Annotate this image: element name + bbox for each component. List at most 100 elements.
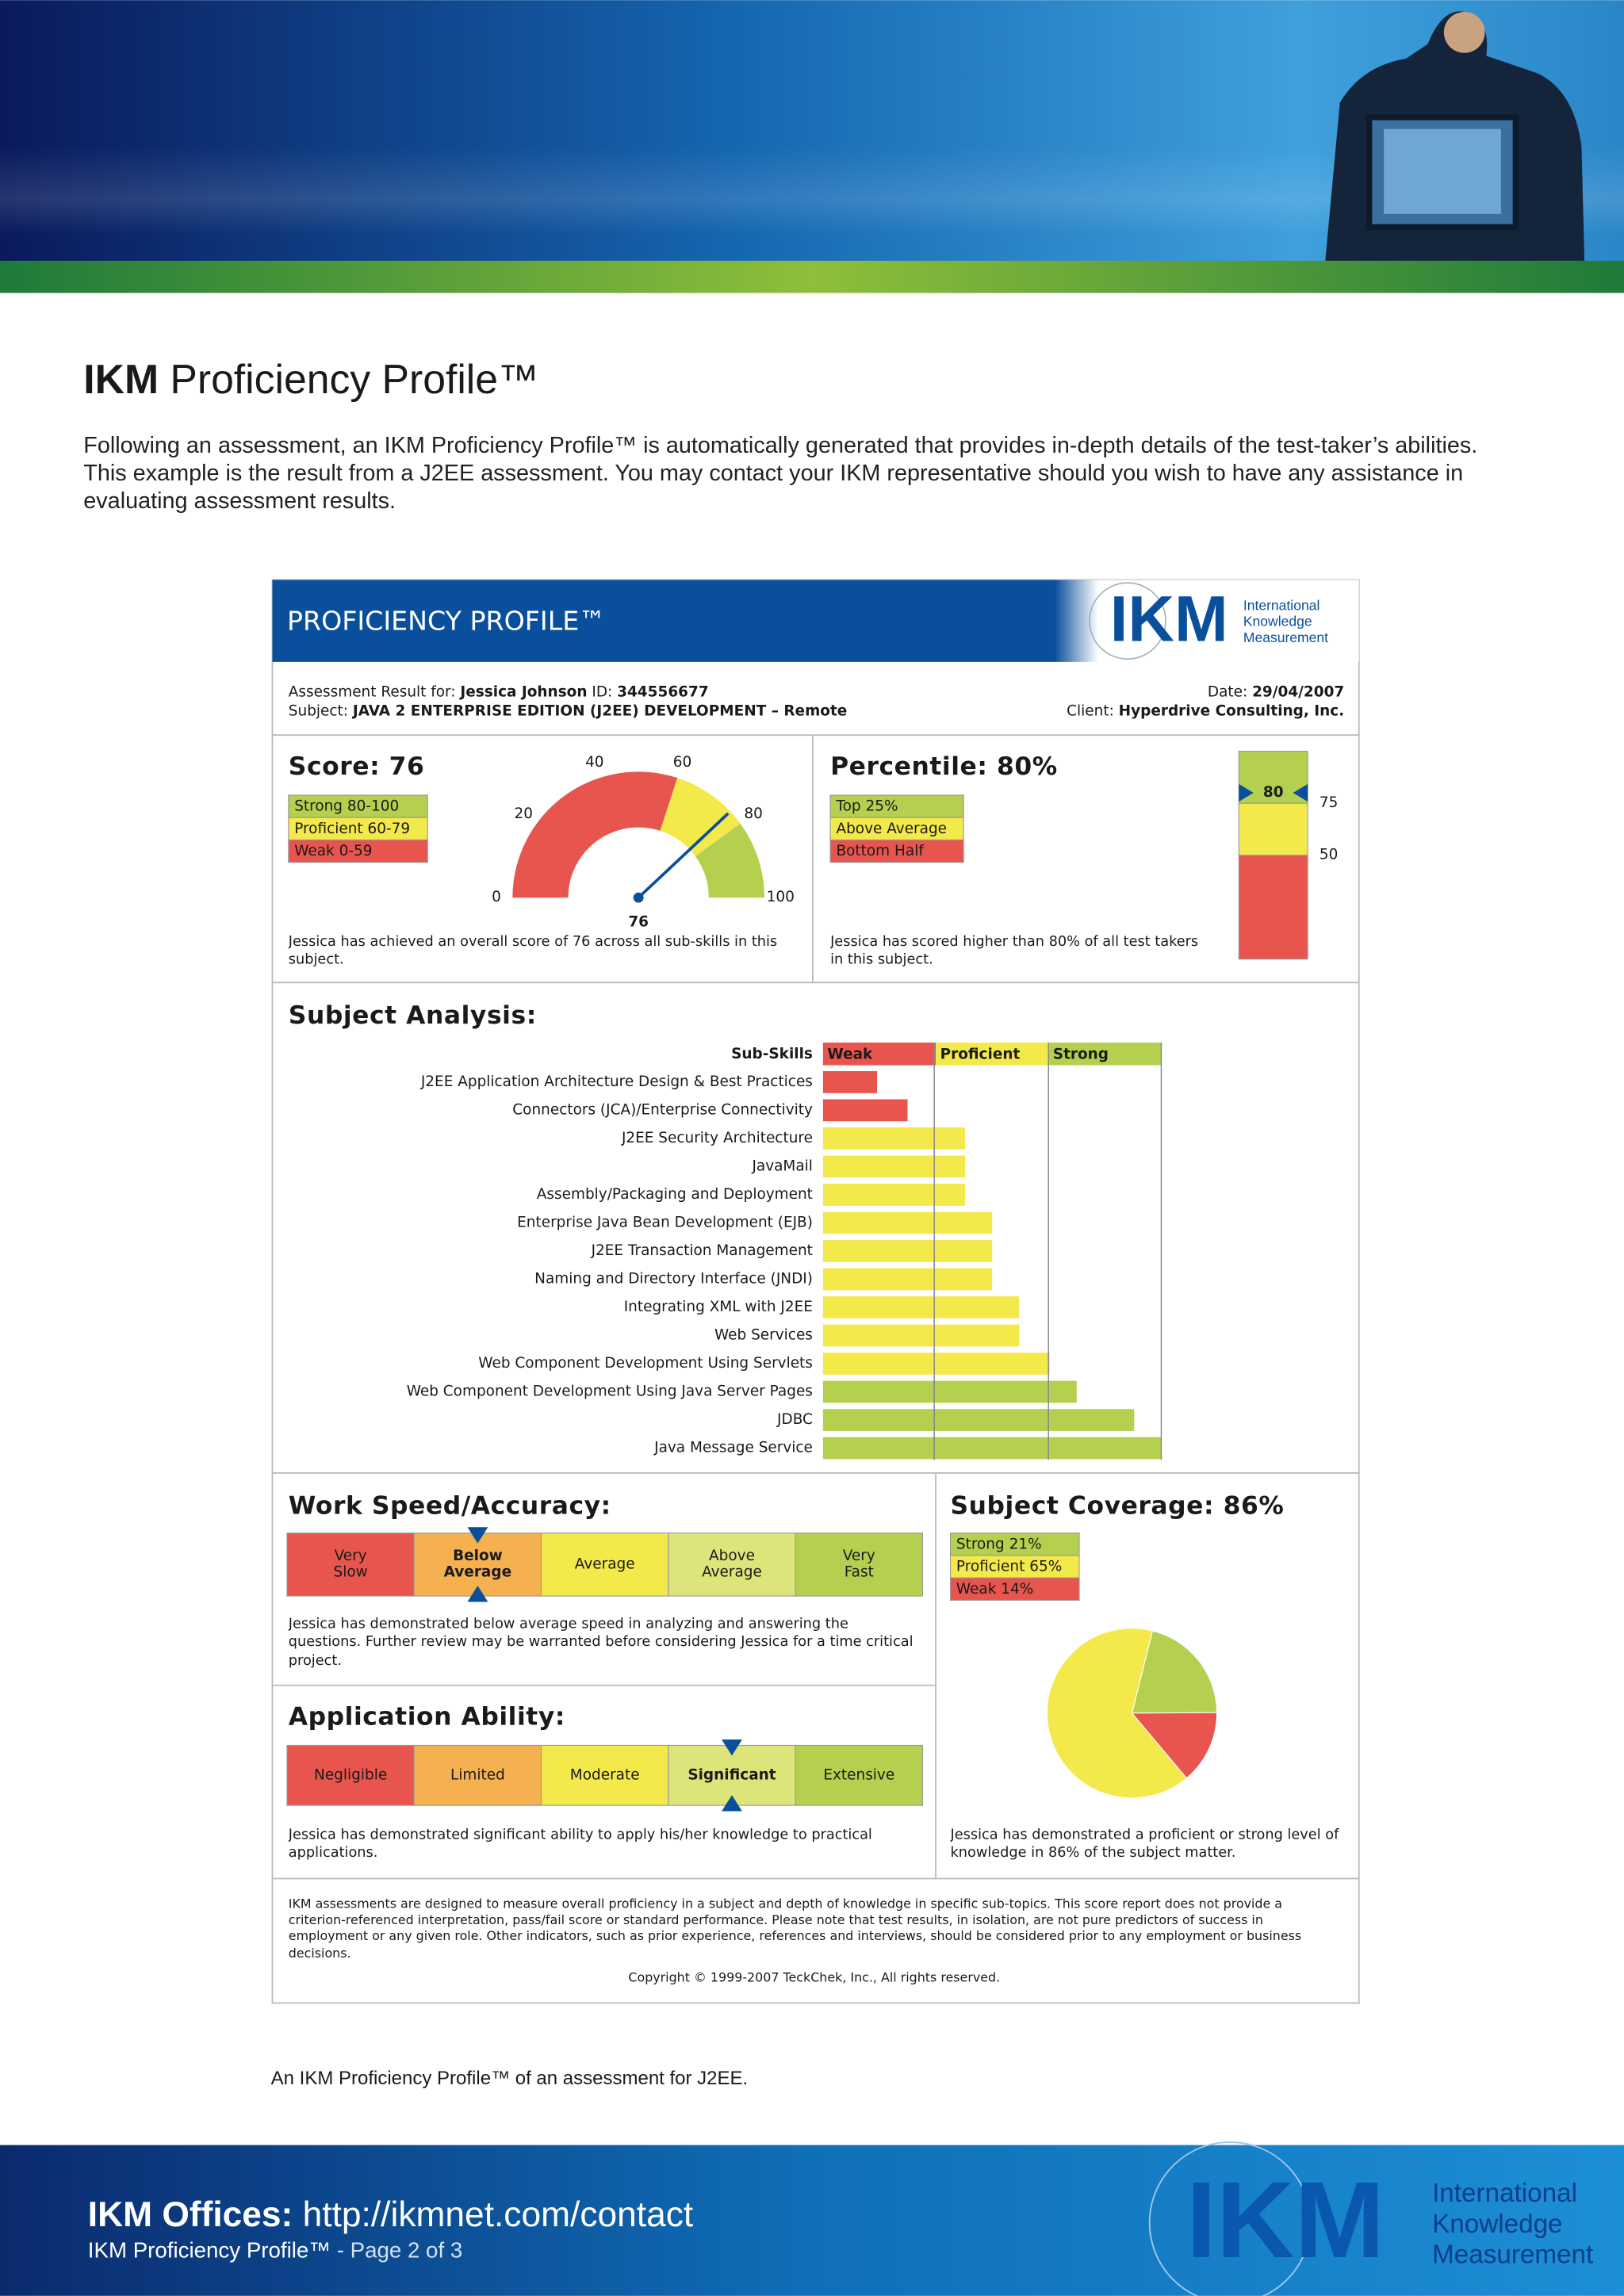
bar — [822, 1353, 1050, 1375]
info-line: Subject: JAVA 2 ENTERPRISE EDITION (J2EE… — [289, 703, 848, 720]
legend-swatch — [288, 794, 428, 818]
legend-label: Weak 0-59 — [294, 843, 372, 859]
level-band — [1238, 855, 1308, 960]
logo-globe — [1089, 582, 1166, 660]
level-marker — [1239, 783, 1308, 802]
gauge-value: 76 — [628, 914, 649, 931]
skill-label: Assembly/Packaging and Deployment — [537, 1186, 813, 1203]
dividers — [272, 734, 1359, 1880]
skill-label: Web Component Development Using Servlets — [478, 1355, 813, 1372]
skill-label: J2EE Transaction Management — [591, 1242, 813, 1259]
level-band — [1238, 802, 1308, 856]
section-title: Work Speed/Accuracy: — [289, 1491, 611, 1520]
value: Hyperdrive Consulting, Inc. — [1119, 703, 1345, 720]
legend-swatch — [829, 817, 964, 841]
legend-swatch — [829, 794, 964, 818]
scale-cell — [413, 1744, 542, 1806]
intro-box: Following an assessment, an IKM Proficie… — [83, 433, 1478, 515]
bar — [822, 1099, 908, 1122]
scale-label: Negligible — [314, 1766, 387, 1783]
scale-label: Average — [575, 1556, 635, 1572]
url[interactable]: http://ikmnet.com/contact — [303, 2195, 694, 2234]
note-box: Jessica has demonstrated a proficient or… — [950, 1827, 1339, 1862]
level-value: 80 — [1263, 784, 1284, 801]
gauge-tick-label: 0 — [492, 889, 501, 905]
scale-label: Above — [709, 1548, 755, 1564]
pie-slice — [1131, 1630, 1218, 1714]
footer-logo-mark: IKM — [1186, 2159, 1385, 2280]
gauge-hub — [633, 892, 644, 903]
bar — [822, 1268, 993, 1291]
bar — [822, 1211, 993, 1234]
scale-marker — [722, 1739, 742, 1812]
footer-page: IKM Proficiency Profile™ - Page 2 of 3 — [88, 2238, 462, 2263]
info-line: Assessment Result for: Jessica Johnson I… — [289, 684, 709, 701]
pie-slice — [1131, 1712, 1218, 1779]
note-box: Jessica has demonstrated below average s… — [288, 1616, 914, 1670]
skill-label: Web Services — [714, 1327, 813, 1344]
scale-cell — [795, 1744, 923, 1806]
legend-label: Proficient 60-79 — [294, 821, 410, 837]
note-box: Jessica has demonstrated significant abi… — [289, 1827, 872, 1862]
note: Jessica has demonstrated a proficient or… — [950, 1827, 1339, 1862]
value: Jessica Johnson — [458, 684, 587, 701]
bar — [822, 1380, 1077, 1403]
note: Jessica has scored higher than 80% of al… — [830, 934, 1199, 969]
gauge-tick-label: 40 — [585, 754, 603, 771]
note: Jessica has demonstrated below average s… — [288, 1616, 914, 1670]
band-header — [822, 1043, 936, 1066]
disclaimer-box: IKM assessments are designed to measure … — [289, 1898, 1301, 1962]
section-title: Score: 76 — [289, 752, 425, 781]
scale-cell — [286, 1744, 415, 1806]
scale-cell — [540, 1744, 669, 1806]
bar — [822, 1409, 1135, 1431]
analysis-header: Sub-Skills — [731, 1046, 813, 1062]
level-tick-label: 75 — [1320, 794, 1338, 811]
scale-label: Very — [335, 1548, 367, 1564]
logo-name: Measurement — [1243, 629, 1328, 645]
scale-label: Average — [702, 1564, 762, 1581]
gauge-band — [660, 778, 741, 857]
legend-swatch — [829, 839, 964, 863]
legend-label: Bottom Half — [836, 843, 924, 859]
value: JAVA 2 ENTERPRISE EDITION (J2EE) DEVELOP… — [351, 703, 847, 720]
legend-label: Strong 80-100 — [294, 798, 399, 815]
skill-label: Naming and Directory Interface (JNDI) — [534, 1270, 813, 1287]
report-banner — [272, 580, 1359, 662]
band-label: Strong — [1053, 1047, 1109, 1063]
page-title: IKM Proficiency Profile™ — [83, 356, 538, 402]
scale-label: Below — [453, 1548, 503, 1564]
face — [1443, 11, 1485, 53]
band-label: Weak — [827, 1047, 873, 1063]
logo-name: International — [1243, 597, 1320, 613]
label: Client: — [1067, 703, 1114, 720]
skill-label: J2EE Security Architecture — [621, 1130, 813, 1146]
band-header — [1048, 1043, 1162, 1066]
header-stripe — [0, 260, 1624, 293]
bar — [822, 1155, 966, 1178]
scale-label: Significant — [688, 1766, 776, 1783]
legend-label: Proficient 65% — [956, 1559, 1062, 1575]
footer-offices: IKM Offices: http://ikmnet.com/contact — [88, 2195, 693, 2234]
label: Subject: — [289, 703, 348, 720]
bar — [822, 1324, 1020, 1347]
scale-label: Limited — [450, 1766, 505, 1783]
footer-logo-name: Measurement — [1432, 2241, 1593, 2270]
title-bold: IKM — [83, 356, 159, 402]
title: Proficiency Profile™ — [170, 356, 538, 402]
footer-band — [0, 2145, 1624, 2296]
bar — [822, 1071, 878, 1093]
scale-label: Fast — [845, 1564, 874, 1581]
skill-label: J2EE Application Architecture Design & B… — [420, 1073, 813, 1090]
section-title: Subject Coverage: 86% — [951, 1491, 1285, 1520]
section-title: Subject Analysis: — [289, 1001, 537, 1030]
legend-label: Above Average — [836, 821, 947, 837]
intro: Following an assessment, an IKM Proficie… — [83, 433, 1478, 515]
skill-label: Web Component Development Using Java Ser… — [407, 1383, 813, 1400]
bar — [822, 1437, 1162, 1460]
note: Jessica has achieved an overall score of… — [288, 934, 778, 969]
scale-label: Moderate — [570, 1766, 640, 1783]
legend-swatch — [288, 839, 428, 863]
legend-swatch — [949, 1555, 1080, 1578]
